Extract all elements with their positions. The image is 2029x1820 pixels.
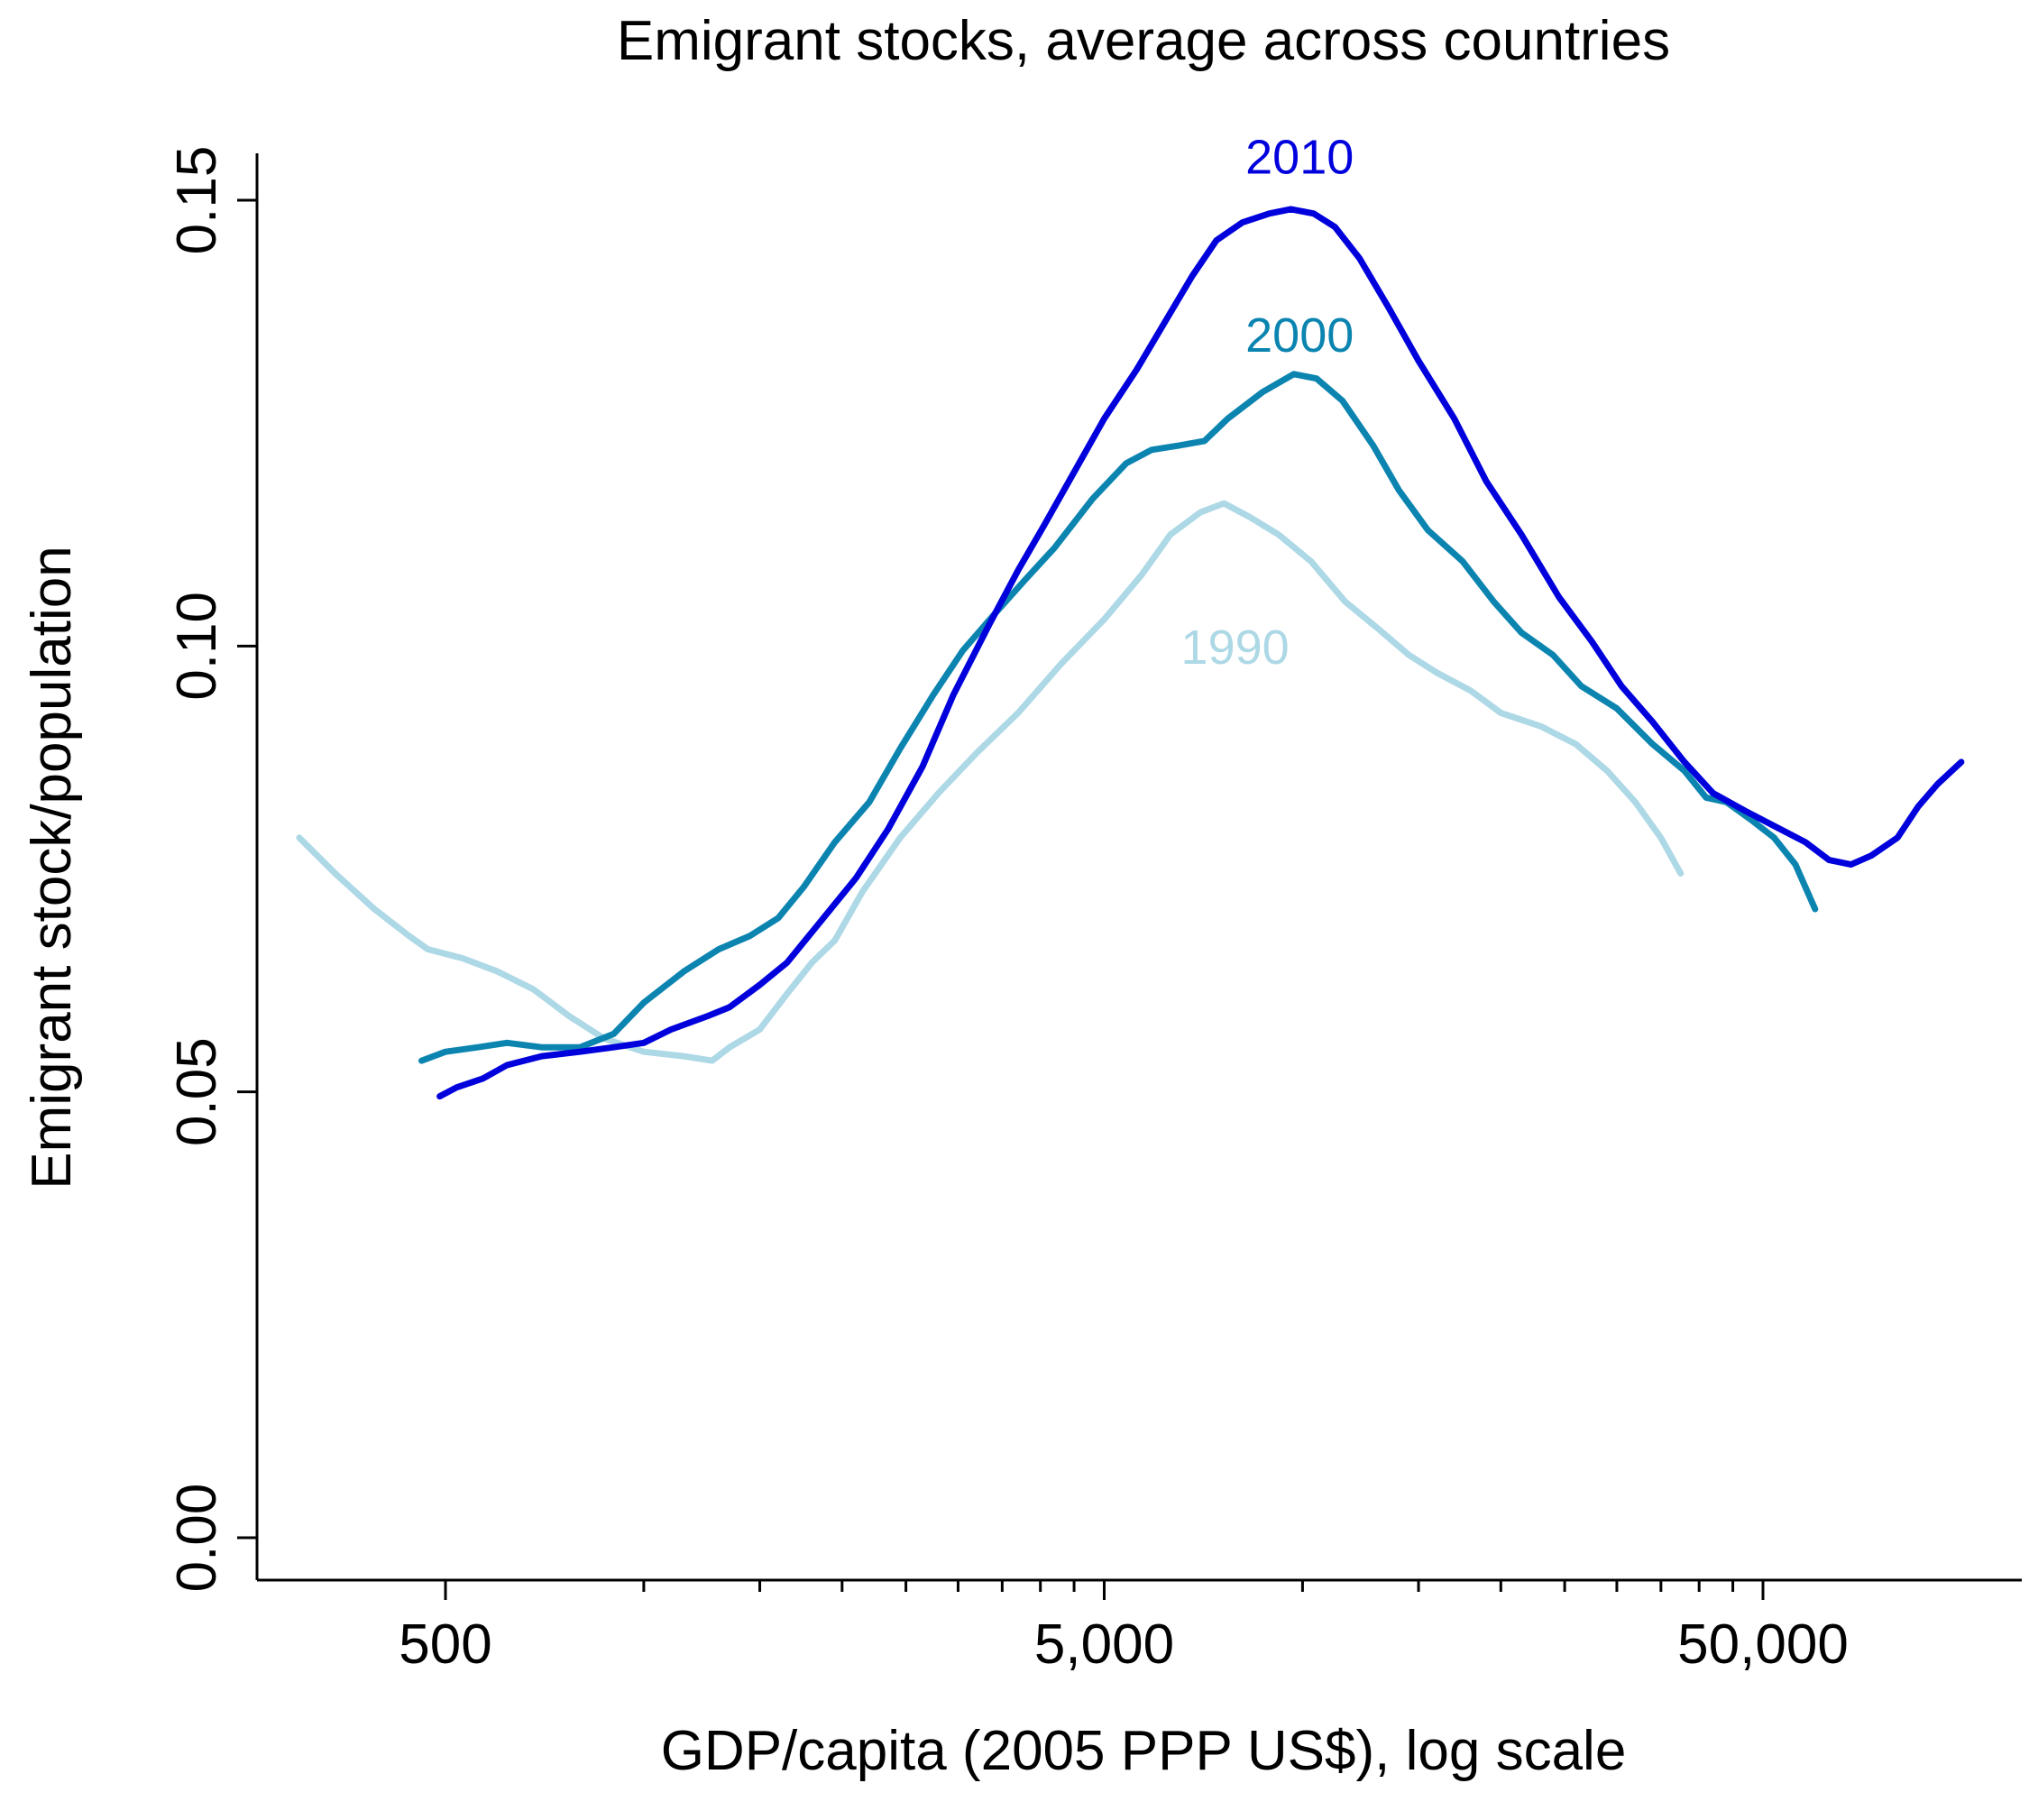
series-label-2010: 2010 xyxy=(1245,130,1354,184)
x-axis-title: GDP/capita (2005 PPP US$), log scale xyxy=(661,1720,1627,1782)
series-label-1990: 1990 xyxy=(1181,620,1290,675)
y-tick-label: 0.05 xyxy=(166,1037,228,1146)
x-tick-label: 5,000 xyxy=(1034,1613,1174,1676)
chart-title: Emigrant stocks, average across countrie… xyxy=(617,10,1670,72)
series-line-2000 xyxy=(418,371,1819,1064)
y-tick-label: 0.10 xyxy=(166,592,228,701)
y-tick-label: 0.15 xyxy=(166,146,228,255)
y-axis-title: Emigrant stock/population xyxy=(21,546,83,1189)
series-label-2000: 2000 xyxy=(1245,308,1354,363)
series-line-1990 xyxy=(296,500,1685,1064)
x-tick-label: 50,000 xyxy=(1677,1613,1849,1676)
y-tick-label: 0.00 xyxy=(166,1484,228,1593)
x-tick-label: 500 xyxy=(399,1613,491,1676)
series-line-2010 xyxy=(436,206,1965,1100)
plot-area: 500 5,000 50,000 0.00 0.05 0.10 0.15 1990 2000 20… xyxy=(166,130,2022,1676)
